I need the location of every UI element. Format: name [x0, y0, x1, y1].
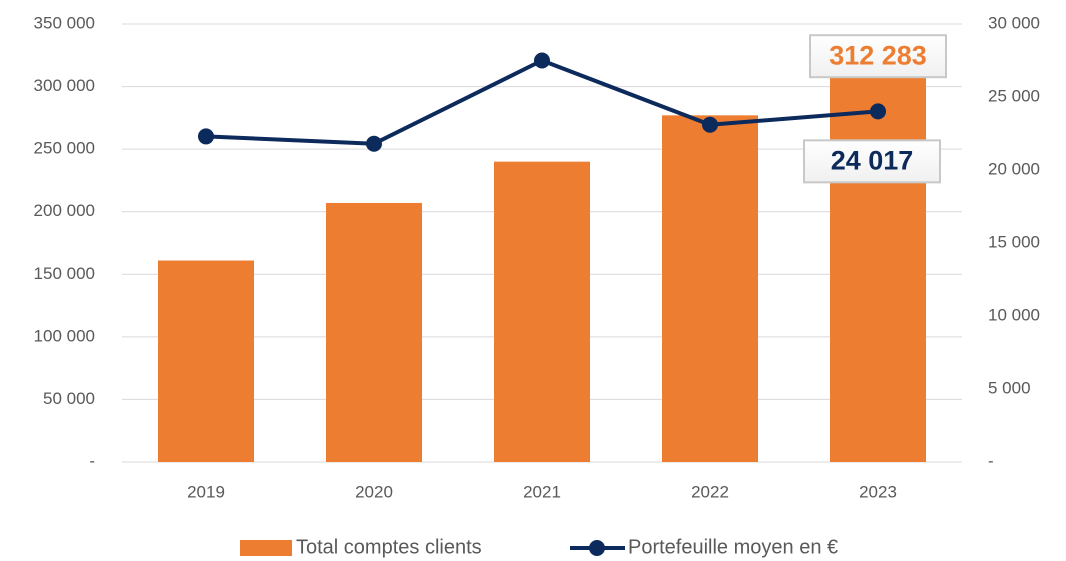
- y2-tick-label: -: [988, 451, 994, 470]
- data-label: 312 283: [829, 40, 927, 70]
- line-marker: [198, 128, 214, 145]
- bar: [158, 260, 254, 462]
- line: [205, 58, 879, 146]
- y-tick-label: 50 000: [43, 389, 95, 408]
- x-tick-label: 2023: [859, 482, 897, 501]
- legend-label: Portefeuille moyen en €: [628, 536, 838, 558]
- legend-marker: [589, 540, 605, 556]
- data-label-box: [809, 34, 947, 79]
- y-tick-label: 250 000: [34, 139, 95, 158]
- y-tick-label: 200 000: [34, 201, 95, 220]
- y2-tick-label: 25 000: [988, 86, 1040, 105]
- x-tick-label: 2020: [355, 482, 393, 501]
- y-tick-label: 300 000: [34, 76, 95, 95]
- y-tick-label: -: [89, 451, 95, 470]
- y2-tick-label: 15 000: [988, 232, 1040, 251]
- bar: [830, 71, 926, 462]
- y2-tick-label: 20 000: [988, 159, 1040, 178]
- legend-label: Total comptes clients: [296, 536, 482, 558]
- bar: [326, 202, 422, 462]
- x-tick-label: 2019: [187, 482, 225, 501]
- data-label-box: [803, 139, 941, 184]
- bar: [662, 115, 758, 463]
- y2-tick-label: 5 000: [988, 378, 1031, 397]
- y-tick-label: 100 000: [34, 326, 95, 345]
- x-tick-label: 2022: [691, 482, 729, 501]
- line-marker: [366, 135, 382, 152]
- y-tick-label: 350 000: [34, 13, 95, 32]
- y2-tick-label: 10 000: [988, 305, 1040, 324]
- line-marker: [870, 103, 886, 120]
- line-marker: [702, 116, 718, 133]
- data-label: 24 017: [831, 145, 914, 175]
- y-tick-label: 150 000: [34, 264, 95, 283]
- x-tick-label: 2021: [523, 482, 561, 501]
- legend-swatch: [240, 540, 292, 556]
- bar: [494, 161, 590, 462]
- line-marker: [534, 52, 550, 69]
- y2-tick-label: 30 000: [988, 13, 1040, 32]
